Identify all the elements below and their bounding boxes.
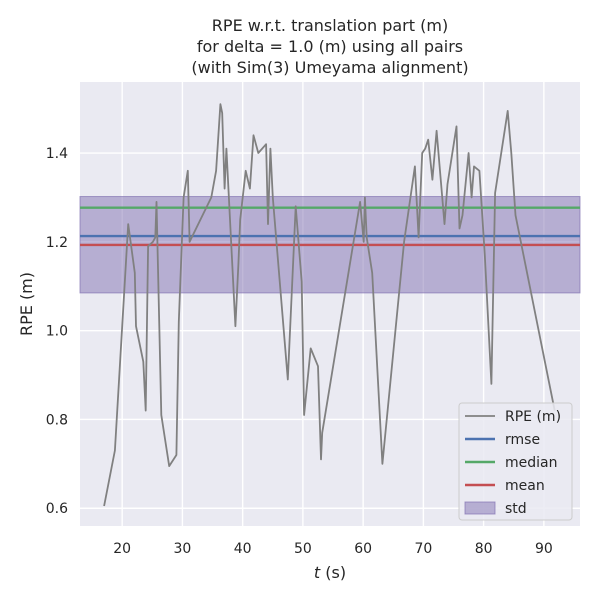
x-axis-label-unit: (s) <box>320 563 346 582</box>
x-axis-label: t (s) <box>314 563 346 582</box>
legend-swatch-std <box>464 501 496 515</box>
statistic-lines <box>80 206 580 247</box>
legend-label: mean <box>505 478 545 494</box>
chart-title: RPE w.r.t. translation part (m) for delt… <box>191 16 468 77</box>
legend-label: rmse <box>505 432 540 448</box>
x-tick-label: 80 <box>475 541 493 557</box>
x-tick-label: 50 <box>294 541 312 557</box>
rpe-series-line <box>103 103 556 507</box>
x-tick-label: 30 <box>173 541 191 557</box>
y-tick-label: 0.8 <box>46 412 68 428</box>
y-tick-label: 1.4 <box>46 146 68 162</box>
legend-label: median <box>505 455 557 471</box>
x-tick-label: 20 <box>113 541 131 557</box>
legend: RPE (m) rmse median mean std <box>458 402 573 521</box>
x-tick-labels: 20 30 40 50 60 70 80 90 <box>113 541 553 557</box>
legend-label: std <box>505 501 527 517</box>
y-tick-labels: 0.6 0.8 1.0 1.2 1.4 <box>46 146 68 517</box>
x-axis-label-variable: t <box>314 563 321 582</box>
y-tick-label: 1.0 <box>46 324 68 340</box>
y-tick-label: 0.6 <box>46 501 68 517</box>
legend-box <box>458 402 573 521</box>
x-tick-label: 40 <box>234 541 252 557</box>
x-tick-label: 70 <box>414 541 432 557</box>
series-lines <box>103 103 556 507</box>
x-tick-label: 60 <box>354 541 372 557</box>
legend-label: RPE (m) <box>505 409 561 425</box>
y-axis-label: RPE (m) <box>17 272 36 336</box>
title-line-2: for delta = 1.0 (m) using all pairs <box>197 37 463 56</box>
title-line-1: RPE w.r.t. translation part (m) <box>212 16 448 35</box>
y-tick-label: 1.2 <box>46 235 68 251</box>
title-line-3: (with Sim(3) Umeyama alignment) <box>191 58 468 77</box>
x-tick-label: 90 <box>535 541 553 557</box>
